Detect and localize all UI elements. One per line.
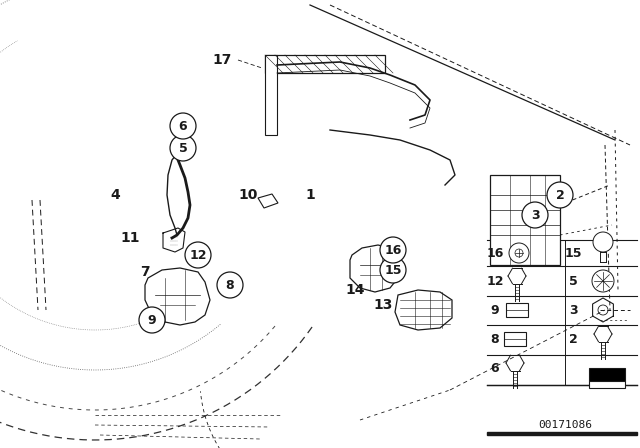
Text: 16: 16 xyxy=(486,246,504,259)
Text: 6: 6 xyxy=(491,362,499,375)
Text: 12: 12 xyxy=(189,249,207,262)
Circle shape xyxy=(170,113,196,139)
Circle shape xyxy=(547,182,573,208)
Text: 3: 3 xyxy=(569,303,577,316)
Text: 5: 5 xyxy=(179,142,188,155)
Bar xyxy=(490,175,560,265)
Bar xyxy=(265,55,277,135)
Text: 2: 2 xyxy=(568,332,577,345)
Text: 11: 11 xyxy=(120,231,140,245)
Text: 6: 6 xyxy=(179,120,188,133)
Text: 2: 2 xyxy=(556,189,564,202)
Polygon shape xyxy=(258,194,278,208)
Text: 3: 3 xyxy=(531,208,540,221)
Polygon shape xyxy=(145,268,210,325)
Bar xyxy=(265,55,385,73)
Text: 9: 9 xyxy=(491,303,499,316)
Text: 12: 12 xyxy=(486,275,504,288)
Bar xyxy=(506,303,528,317)
Text: 9: 9 xyxy=(148,314,156,327)
Bar xyxy=(487,432,637,435)
Circle shape xyxy=(170,135,196,161)
Text: 13: 13 xyxy=(373,298,393,312)
Polygon shape xyxy=(350,245,398,292)
Circle shape xyxy=(217,272,243,298)
Text: 1: 1 xyxy=(305,188,315,202)
Text: 16: 16 xyxy=(384,244,402,257)
Bar xyxy=(504,332,526,346)
Circle shape xyxy=(522,202,548,228)
Circle shape xyxy=(593,232,613,252)
Text: 14: 14 xyxy=(345,283,365,297)
Text: 10: 10 xyxy=(238,188,258,202)
Polygon shape xyxy=(589,368,625,381)
Circle shape xyxy=(380,257,406,283)
Circle shape xyxy=(509,243,529,263)
Text: 4: 4 xyxy=(110,188,120,202)
Circle shape xyxy=(380,237,406,263)
Circle shape xyxy=(139,307,165,333)
Text: 17: 17 xyxy=(212,53,232,67)
Text: 8: 8 xyxy=(226,279,234,292)
Text: 15: 15 xyxy=(564,246,582,259)
Text: 8: 8 xyxy=(491,332,499,345)
Polygon shape xyxy=(395,290,452,330)
Circle shape xyxy=(592,270,614,292)
Text: 5: 5 xyxy=(568,275,577,288)
Text: 00171086: 00171086 xyxy=(538,420,592,430)
Circle shape xyxy=(185,242,211,268)
Text: 7: 7 xyxy=(140,265,150,279)
Polygon shape xyxy=(589,381,625,388)
Text: 15: 15 xyxy=(384,263,402,276)
